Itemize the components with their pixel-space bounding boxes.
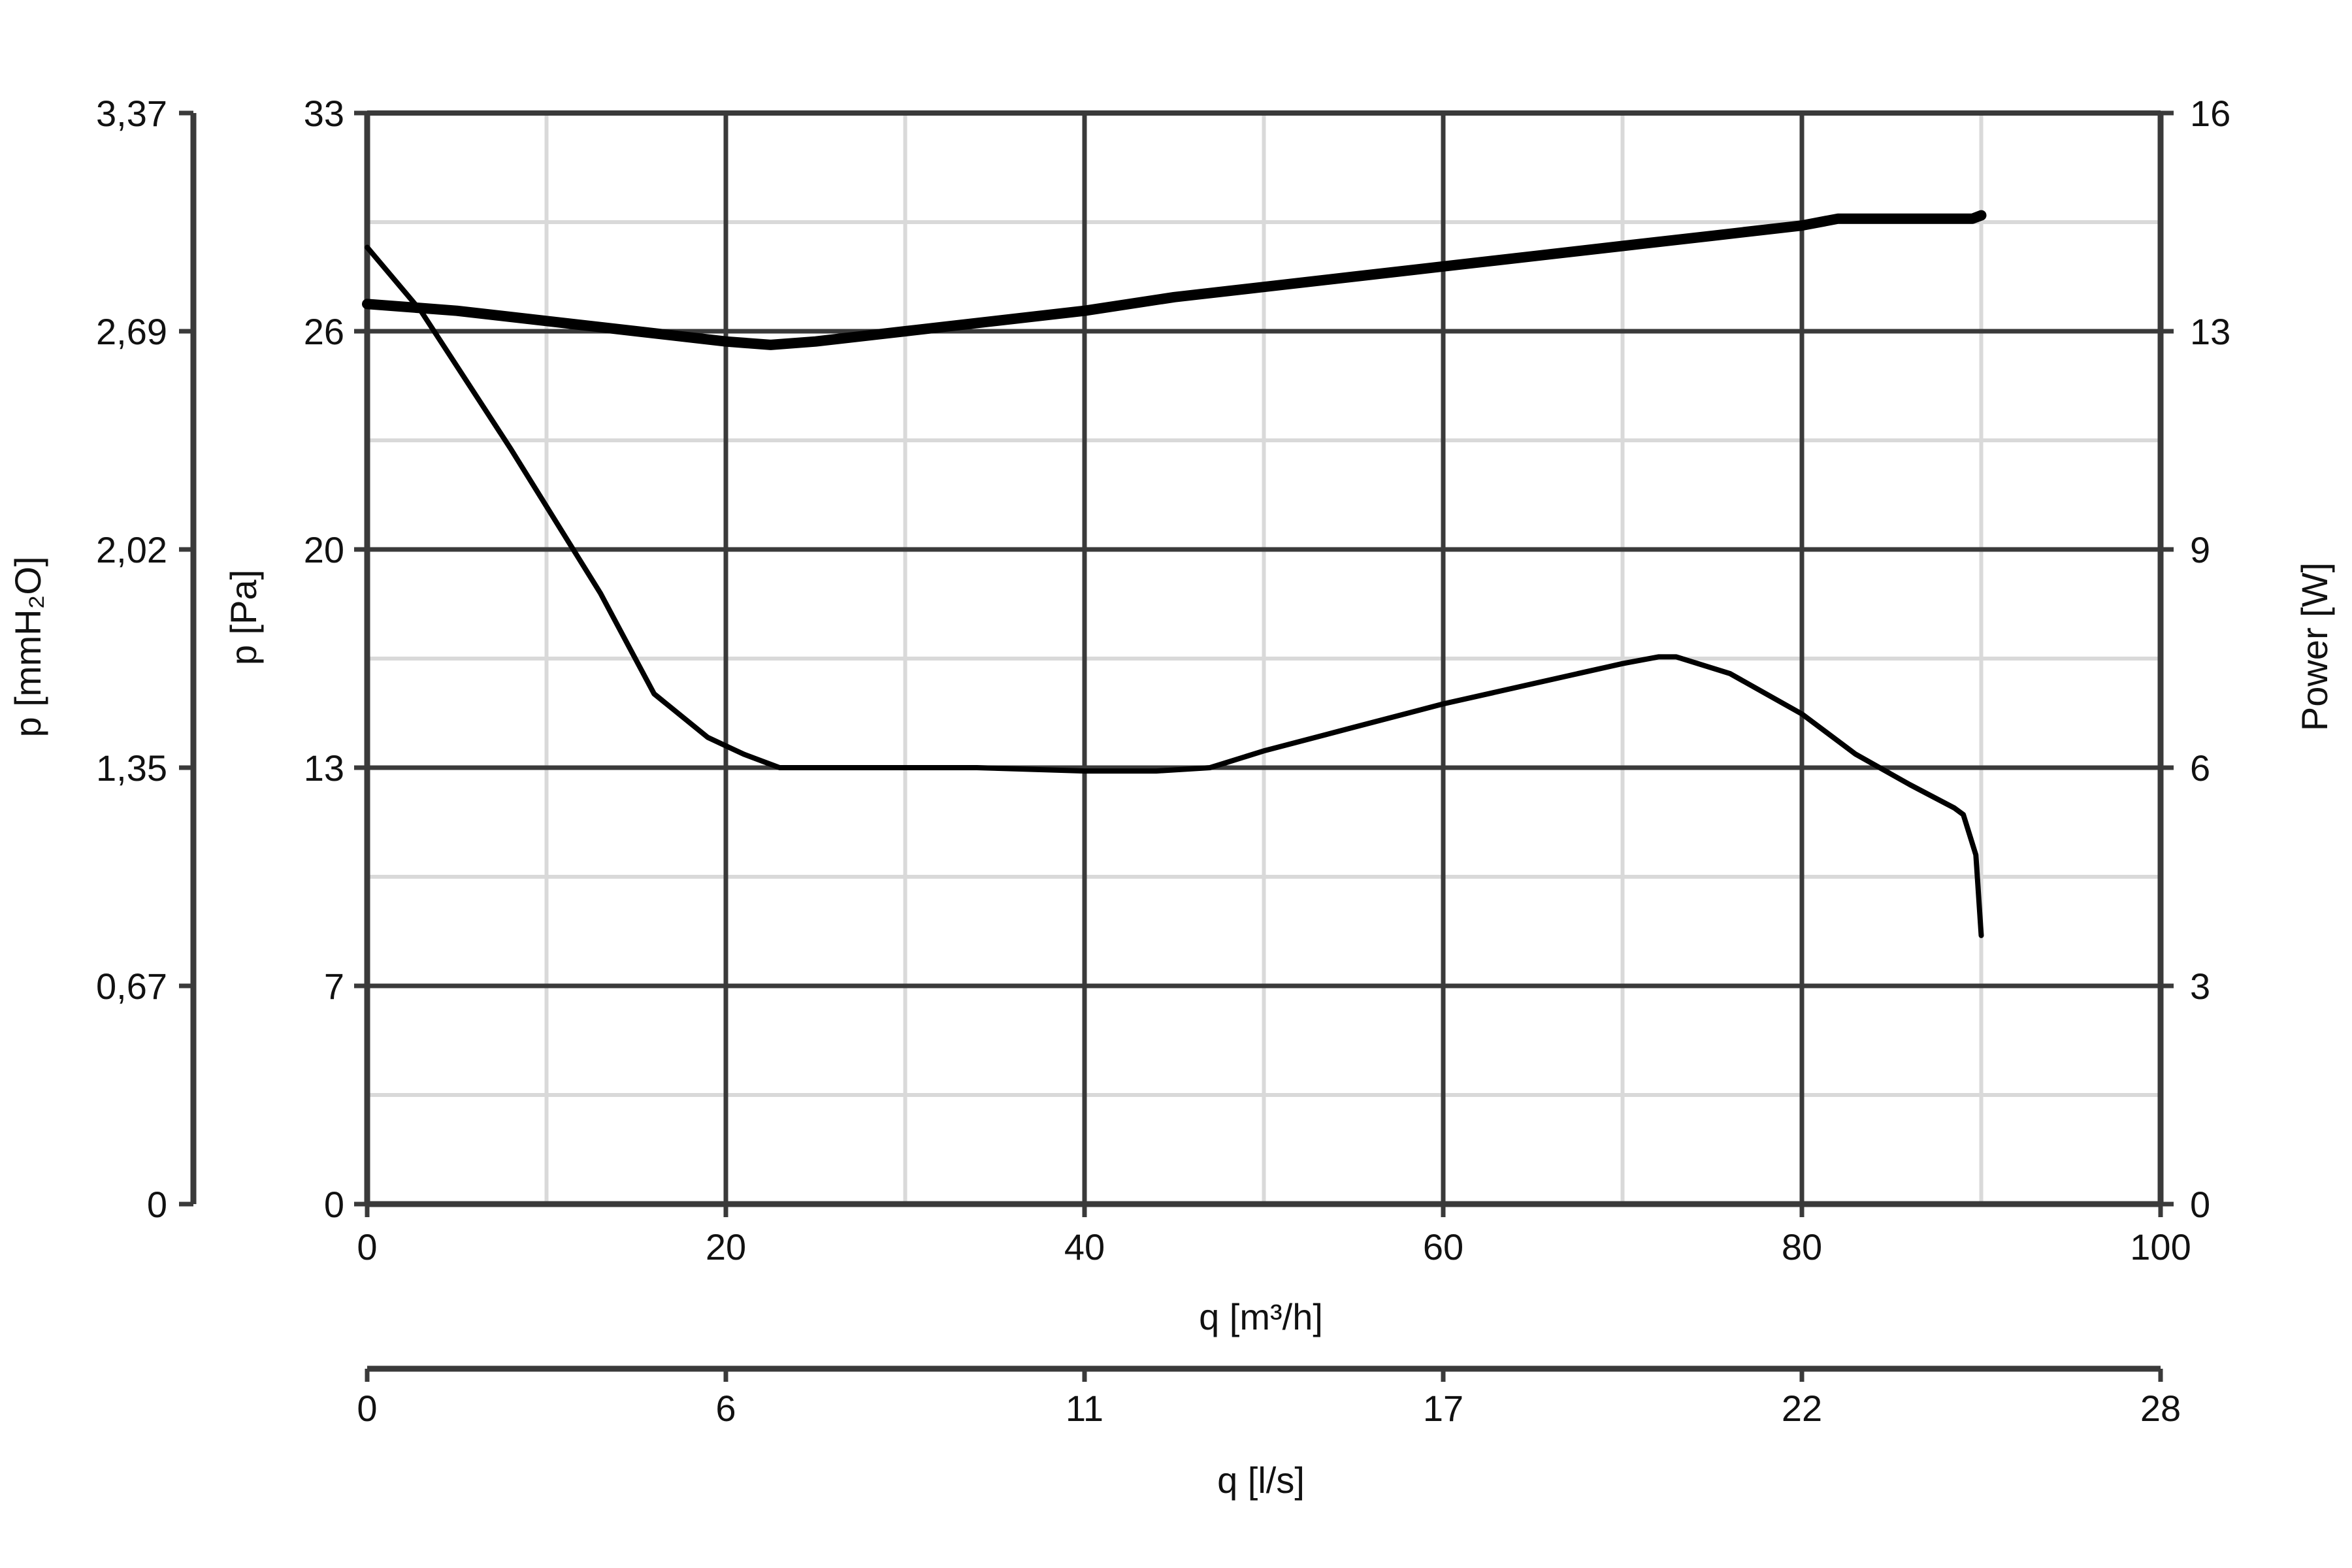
x-axis-label: q [m³/h] [1199,1296,1323,1337]
y-tick-label: 0 [324,1184,344,1225]
x-tick-label: 0 [357,1226,377,1267]
x2-tick-label: 0 [357,1388,377,1429]
x-tick-label: 80 [1782,1226,1822,1267]
major-grid [367,113,2161,1204]
y-tick-label: 13 [304,747,344,789]
x2-tick-label: 28 [2140,1388,2181,1429]
x2-tick-label: 6 [715,1388,736,1429]
y2-tick-label: 9 [2190,529,2210,570]
x2-tick-label: 11 [1066,1388,1103,1429]
y-tick-label: 26 [304,311,344,352]
y2-tick-label: 13 [2190,311,2230,352]
y2-tick-label: 0 [2190,1184,2210,1225]
y-axis-label: p [Pa] [223,570,264,665]
x-tick-label: 100 [2130,1226,2191,1267]
pressure-curve [365,244,1984,938]
power-curve [362,210,1987,350]
axes [179,110,2174,1382]
y-outer-axis-label: p [mmH₂O] [7,557,48,738]
x-tick-label: 20 [706,1226,746,1267]
series-group [362,210,1987,938]
x2-axis-label: q [l/s] [1217,1460,1305,1501]
y-tick-label: 33 [304,93,344,134]
y-outer-tick-label: 2,02 [96,529,167,570]
x-tick-label: 40 [1064,1226,1105,1267]
y-tick-label: 7 [324,966,344,1007]
x-tick-label: 60 [1423,1226,1463,1267]
y-outer-tick-label: 3,37 [96,93,167,134]
x2-tick-label: 22 [1782,1388,1822,1429]
y2-tick-label: 3 [2190,966,2210,1007]
y-tick-label: 20 [304,529,344,570]
y-outer-tick-label: 1,35 [96,747,167,789]
y-outer-tick-label: 2,69 [96,311,167,352]
y2-tick-label: 16 [2190,93,2230,134]
y-outer-tick-label: 0,67 [96,966,167,1007]
y-outer-tick-label: 0 [147,1184,167,1225]
x2-tick-label: 17 [1423,1388,1463,1429]
y2-axis-label: Power [W] [2294,563,2335,731]
y2-tick-label: 6 [2190,747,2210,789]
